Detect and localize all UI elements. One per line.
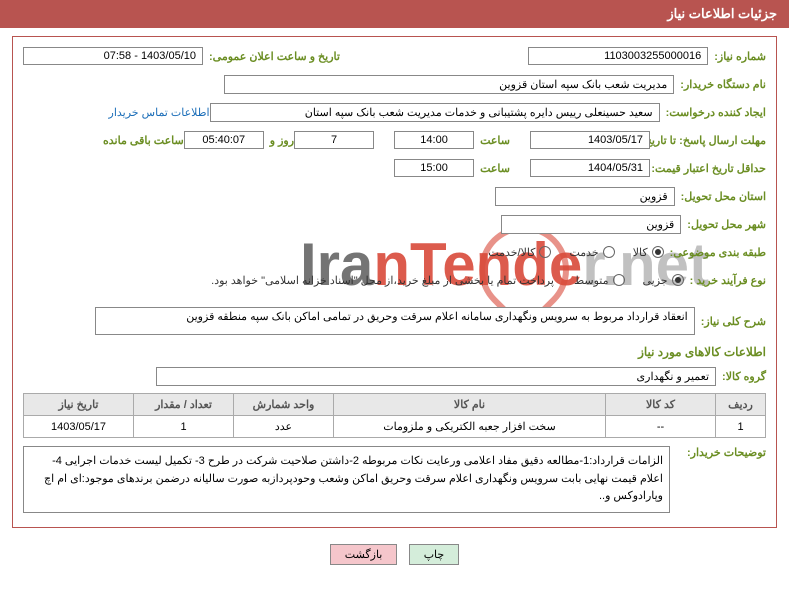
th-name: نام کالا (334, 394, 606, 416)
category-radio-group: کالا خدمت کالا/خدمت (488, 246, 663, 259)
process-label: نوع فرآیند خرید : (690, 274, 766, 287)
panel-header: جزئیات اطلاعات نیاز (0, 0, 789, 28)
th-qty: تعداد / مقدار (134, 394, 234, 416)
time-label-2: ساعت (480, 162, 510, 175)
buyer-notes-label: توضیحات خریدار: (676, 446, 766, 459)
print-button[interactable]: چاپ (409, 544, 460, 565)
category-label: طبقه بندی موضوعی: (670, 246, 766, 259)
th-code: کد کالا (606, 394, 716, 416)
days-label: روز و (270, 134, 294, 147)
th-row: ردیف (716, 394, 766, 416)
validity-date: 1404/05/31 (530, 159, 650, 177)
city-field: قزوین (501, 215, 681, 234)
items-table: ردیف کد کالا نام کالا واحد شمارش تعداد /… (23, 393, 766, 438)
items-section-title: اطلاعات کالاهای مورد نیاز (23, 345, 766, 359)
countdown-field: 05:40:07 (184, 131, 264, 149)
main-panel: شماره نیاز: 1103003255000016 تاریخ و ساع… (12, 36, 777, 528)
radio-both[interactable] (539, 246, 551, 258)
city-label: شهر محل تحویل: (687, 218, 766, 231)
th-date: تاریخ نیاز (24, 394, 134, 416)
radio-service[interactable] (603, 246, 615, 258)
radio-partial[interactable] (672, 274, 684, 286)
requester-label: ایجاد کننده درخواست: (666, 106, 766, 119)
radio-medium[interactable] (613, 274, 625, 286)
process-radio-group: جزیی متوسط (574, 274, 684, 287)
remain-label: ساعت باقی مانده (103, 134, 184, 147)
button-row: چاپ بازگشت (12, 536, 777, 573)
announce-field: 1403/05/10 - 07:58 (23, 47, 203, 65)
contact-link[interactable]: اطلاعات تماس خریدار (109, 106, 210, 119)
days-field: 7 (294, 131, 374, 149)
table-row: 1 -- سخت افزار جعبه الکتریکی و ملزومات ع… (24, 416, 766, 438)
deadline-time: 14:00 (394, 131, 474, 149)
validity-time: 15:00 (394, 159, 474, 177)
th-unit: واحد شمارش (234, 394, 334, 416)
buyer-field: مدیریت شعب بانک سپه استان قزوین (224, 75, 674, 94)
radio-goods[interactable] (652, 246, 664, 258)
payment-note: پرداخت تمام یا بخشی از مبلغ خرید،از محل … (211, 274, 554, 287)
desc-label: شرح کلی نیاز: (701, 315, 766, 328)
desc-field: انعقاد قرارداد مربوط به سرویس ونگهداری س… (95, 307, 695, 335)
time-label-1: ساعت (480, 134, 510, 147)
need-no-field: 1103003255000016 (528, 47, 708, 65)
header-title: جزئیات اطلاعات نیاز (667, 6, 777, 21)
need-no-label: شماره نیاز: (714, 50, 766, 63)
requester-field: سعید حسینعلی رییس دایره پشتیبانی و خدمات… (210, 103, 660, 122)
group-label: گروه کالا: (722, 370, 766, 383)
announce-label: تاریخ و ساعت اعلان عمومی: (209, 50, 340, 63)
province-field: قزوین (495, 187, 675, 206)
group-field: تعمیر و نگهداری (156, 367, 716, 386)
buyer-label: نام دستگاه خریدار: (680, 78, 766, 91)
back-button[interactable]: بازگشت (330, 544, 398, 565)
buyer-notes-field: الزامات قرارداد:1-مطالعه دقیق مفاد اعلام… (23, 446, 670, 513)
deadline-label: مهلت ارسال پاسخ: تا تاریخ: (656, 134, 766, 147)
province-label: استان محل تحویل: (681, 190, 766, 203)
validity-label: حداقل تاریخ اعتبار قیمت: تا تاریخ: (656, 162, 766, 175)
deadline-date: 1403/05/17 (530, 131, 650, 149)
